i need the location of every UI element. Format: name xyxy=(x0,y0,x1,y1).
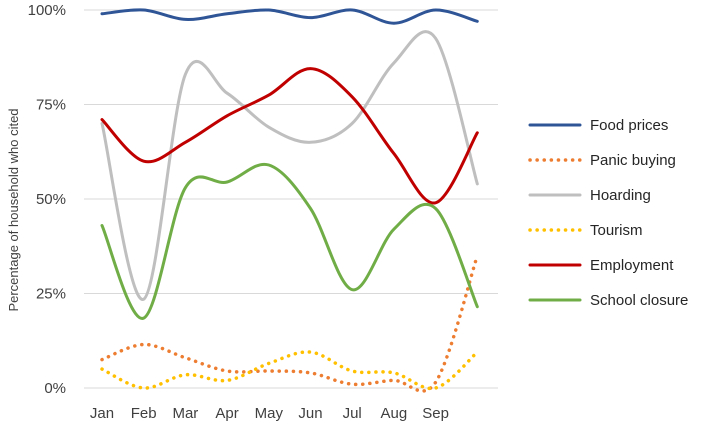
legend-label: Hoarding xyxy=(590,187,651,204)
y-tick-label: 100% xyxy=(28,2,66,19)
x-axis-ticks: Jan Feb Mar Apr May Jun Jul Aug Sep xyxy=(90,405,449,422)
x-tick-label: Sep xyxy=(422,405,449,422)
series-lines xyxy=(100,8,480,393)
series-line-school-closure xyxy=(100,162,479,320)
x-tick-label: Aug xyxy=(381,405,408,422)
series-line-food-prices xyxy=(100,8,479,25)
x-tick-label: Apr xyxy=(215,405,238,422)
x-tick-label: Jul xyxy=(343,405,362,422)
y-tick-label: 25% xyxy=(36,286,66,303)
y-tick-label: 75% xyxy=(36,97,66,114)
gridlines xyxy=(84,9,498,389)
legend: Food prices Panic buying Hoarding Tourism Em… xyxy=(528,117,688,309)
series-line-employment xyxy=(100,67,479,205)
series-line-hoarding xyxy=(100,30,479,301)
x-tick-label: Feb xyxy=(131,405,157,422)
x-tick-label: Jun xyxy=(298,405,322,422)
series-line-panic-buying xyxy=(100,253,480,393)
legend-label: Tourism xyxy=(590,222,643,239)
x-tick-label: Jan xyxy=(90,405,114,422)
series-line-tourism xyxy=(100,350,480,391)
y-axis-label: Percentage of household who cited xyxy=(6,108,21,311)
legend-label: Panic buying xyxy=(590,152,676,169)
legend-label: School closure xyxy=(590,292,688,309)
x-tick-label: May xyxy=(255,405,284,422)
y-axis-ticks: 0% 25% 50% 75% 100% xyxy=(28,2,66,397)
y-tick-label: 0% xyxy=(44,380,66,397)
legend-label: Food prices xyxy=(590,117,668,134)
x-tick-label: Mar xyxy=(172,405,198,422)
legend-label: Employment xyxy=(590,257,674,274)
y-tick-label: 50% xyxy=(36,191,66,208)
